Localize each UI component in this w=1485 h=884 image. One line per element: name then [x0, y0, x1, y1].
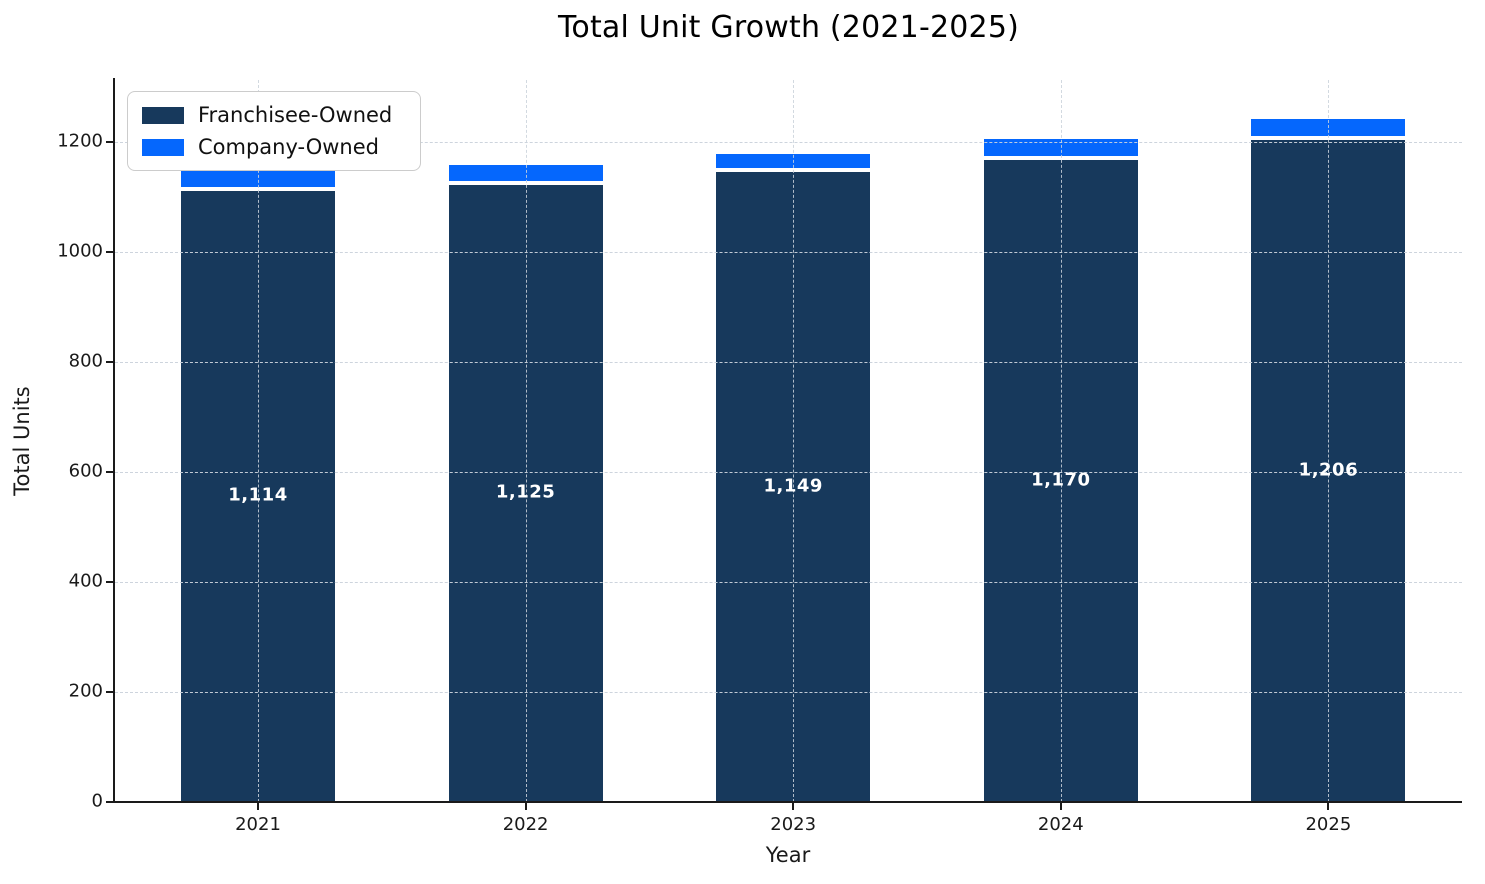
y-tick-200 [106, 690, 114, 693]
y-tick-label-1000: 1000 [57, 240, 103, 262]
x-tick-2021 [257, 802, 259, 810]
legend-label-company: Company-Owned [198, 135, 379, 159]
y-tick-800 [106, 360, 114, 363]
v-gridline-2022 [525, 80, 527, 802]
y-axis-label: Total Units [10, 386, 34, 496]
x-tick-2022 [524, 802, 527, 810]
x-axis-label: Year [765, 843, 811, 867]
y-tick-0 [106, 801, 114, 803]
y-axis-spine [113, 78, 115, 803]
y-tick-label-800: 800 [68, 350, 103, 372]
x-tick-label-2025: 2025 [1305, 814, 1352, 835]
h-gridline-1200 [115, 141, 1462, 143]
y-tick-label-0: 0 [91, 790, 103, 812]
x-tick-2025 [1327, 802, 1330, 810]
legend-swatch-company [142, 138, 184, 156]
bar-value-label-2021: 1,114 [228, 484, 288, 506]
v-gridline-2023 [793, 80, 795, 802]
x-tick-label-2024: 2024 [1037, 814, 1084, 835]
x-tick-2024 [1059, 802, 1062, 810]
v-gridline-2024 [1060, 80, 1062, 802]
y-tick-label-1200: 1200 [57, 130, 103, 152]
x-axis-spine [113, 800, 1462, 803]
x-tick-label-2021: 2021 [235, 814, 281, 835]
v-gridline-2025 [1328, 80, 1330, 802]
y-tick-600 [106, 470, 114, 473]
bar-value-label-2025: 1,206 [1298, 459, 1359, 481]
bar-value-label-2023: 1,149 [763, 475, 823, 497]
legend-label-franchisee: Franchisee-Owned [198, 103, 393, 127]
legend: Franchisee-Owned Company-Owned [127, 91, 421, 171]
y-tick-400 [106, 580, 114, 583]
legend-swatch-franchisee [142, 106, 184, 124]
y-tick-label-600: 600 [68, 460, 103, 482]
bar-value-label-2024: 1,170 [1031, 469, 1091, 491]
x-tick-label-2023: 2023 [770, 814, 817, 835]
y-tick-1000 [106, 250, 114, 253]
y-tick-1200 [106, 140, 114, 143]
h-gridline-400 [115, 581, 1462, 583]
y-tick-label-400: 400 [68, 570, 103, 592]
chart-title: Total Unit Growth (2021-2025) [557, 10, 1020, 45]
legend-item-company: Company-Owned [142, 135, 406, 159]
x-tick-2023 [792, 802, 795, 810]
h-gridline-200 [115, 691, 1462, 693]
v-gridline-2021 [258, 80, 259, 802]
h-gridline-800 [115, 361, 1462, 363]
x-tick-label-2022: 2022 [502, 814, 549, 835]
h-gridline-1000 [115, 251, 1462, 253]
y-tick-label-200: 200 [68, 680, 103, 702]
h-gridline-600 [115, 471, 1462, 473]
bar-value-label-2022: 1,125 [495, 481, 556, 503]
legend-item-franchisee: Franchisee-Owned [142, 103, 406, 127]
